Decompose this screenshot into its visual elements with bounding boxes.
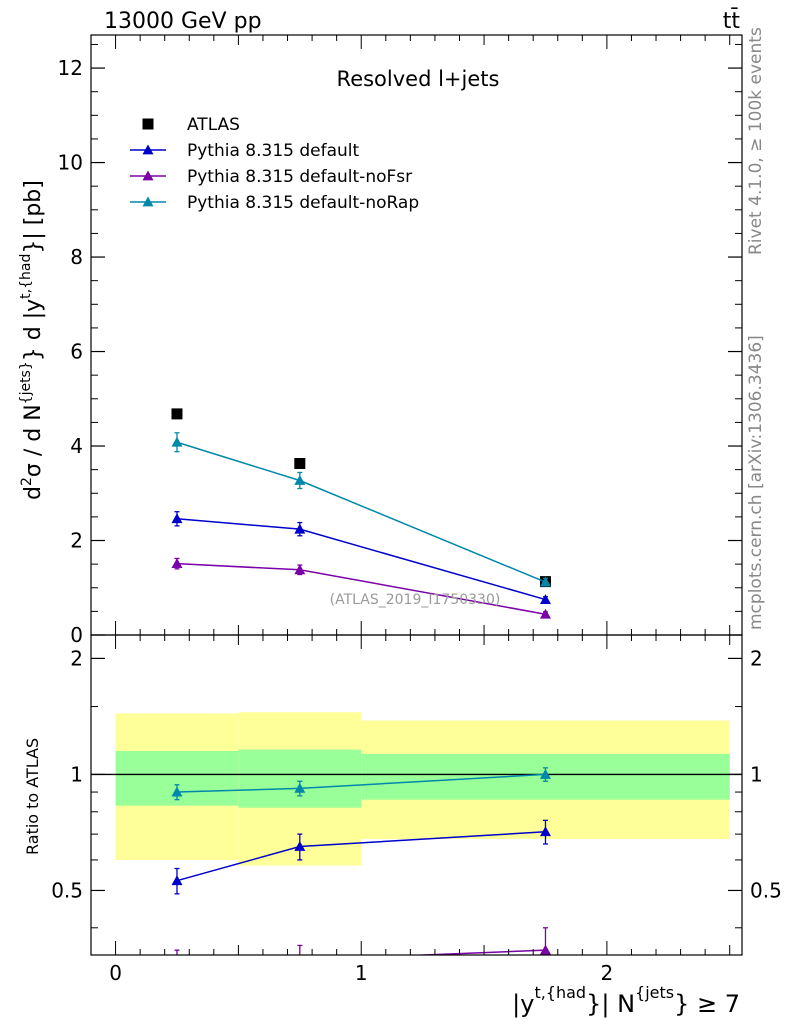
- uncertainty-band-inner: [238, 749, 362, 808]
- mcplots-label: mcplots.cern.ch [arXiv:1306.3436]: [746, 335, 766, 630]
- ratio-plot-frame: [90, 634, 743, 956]
- legend-atlas-marker: [142, 118, 154, 130]
- main-y-tick-label: 8: [70, 245, 83, 269]
- ratio-pythia-8-315-default-norap-point: [171, 786, 183, 797]
- x-tick-label: 0: [109, 961, 122, 985]
- legend-pythia-8-315-default-norap-marker: [142, 196, 154, 207]
- main-y-axis-label: d2σ / d N{jets}} d |yt,{had}| [pb]: [18, 180, 46, 500]
- ratio-pythia-8-315-default-point: [171, 875, 183, 886]
- legend-pythia-8-315-default-marker: [142, 144, 154, 155]
- ratio-y-tick-label: 0.5: [51, 878, 83, 902]
- main-y-tick-label: 4: [70, 434, 83, 458]
- ratio-pythia-8-315-default-norap-point: [294, 782, 306, 793]
- legend-pythia-8-315-default-nofsr-marker: [142, 170, 154, 181]
- legend-pythia-8-315-default-nofsr-label: Pythia 8.315 default-noFsr: [187, 167, 412, 187]
- ratio-pythia-8-315-default-nofsr-point: [539, 944, 551, 955]
- plot-title: Resolved l+jets: [337, 67, 500, 91]
- pythia-8-315-default-point: [171, 513, 183, 524]
- main-y-tick-label: 10: [58, 151, 83, 175]
- pythia-8-315-default-nofsr-point: [171, 558, 183, 569]
- ratio-y-tick-label: 1: [70, 762, 83, 786]
- legend-pythia-8-315-default-label: Pythia 8.315 default: [187, 141, 360, 161]
- pythia-8-315-default-norap-line: [176, 441, 546, 583]
- atlas-data-point: [294, 458, 306, 470]
- main-y-tick-label: 6: [70, 340, 83, 364]
- rivet-version-label: Rivet 4.1.0, ≥ 100k events: [746, 27, 766, 255]
- legend-pythia-8-315-default-norap-label: Pythia 8.315 default-noRap: [187, 193, 419, 213]
- legend-atlas-label: ATLAS: [187, 115, 240, 135]
- analysis-watermark: (ATLAS_2019_I1750330): [330, 592, 501, 608]
- pythia-8-315-default-point: [539, 594, 551, 604]
- ratio-pythia-8-315-default-point: [539, 826, 551, 837]
- ratio-y-tick-label-right: 1: [750, 762, 763, 786]
- ratio-y-axis-label: Ratio to ATLAS: [23, 738, 42, 855]
- main-y-tick-label: 2: [70, 529, 83, 553]
- ratio-pythia-8-315-default-nofsr-point: [171, 960, 182, 970]
- x-tick-label: 1: [355, 961, 368, 985]
- x-axis-label: |yt,{had}| N{jets} ≥ 7: [512, 983, 740, 1018]
- pythia-8-315-default-norap-point: [294, 475, 306, 485]
- ratio-pythia-8-315-default-nofsr-point: [299, 954, 301, 955]
- ratio-pythia-8-315-default-norap-point: [539, 768, 551, 779]
- ratio-y-tick-label-right: 0.5: [750, 878, 782, 902]
- pythia-8-315-default-nofsr-point: [294, 564, 306, 575]
- atlas-data-point: [171, 408, 183, 420]
- ratio-y-tick-label: 2: [70, 646, 83, 670]
- ratio-pythia-8-315-default-point: [294, 841, 306, 851]
- legend: ATLAS Pythia 8.315 default Pythia 8.315 de…: [130, 115, 419, 213]
- main-y-tick-label: 0: [70, 623, 83, 647]
- ratio-pythia-8-315-default-nofsr-line: [405, 949, 546, 955]
- energy-label: 13000 GeV pp: [104, 9, 262, 34]
- main-y-tick-label: 12: [58, 56, 83, 80]
- pythia-8-315-default-point: [294, 523, 306, 534]
- pythia-8-315-default-norap-point: [539, 576, 551, 587]
- x-tick-label: 2: [601, 961, 614, 985]
- pythia-8-315-default-norap-point: [171, 436, 183, 447]
- process-label: tt̄: [723, 8, 741, 34]
- ratio-y-tick-label-right: 2: [750, 646, 763, 670]
- pythia-8-315-default-nofsr-point: [539, 608, 551, 619]
